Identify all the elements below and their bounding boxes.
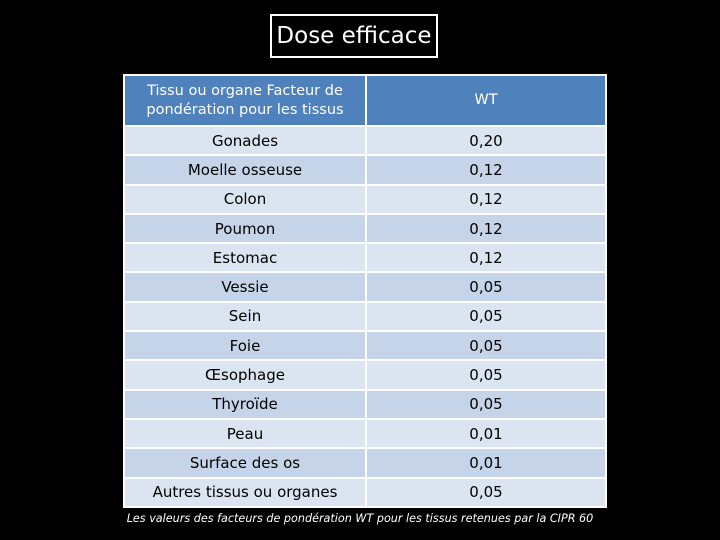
table-row: Estomac 0,12 <box>123 242 607 274</box>
wt-cell: 0,05 <box>365 359 607 391</box>
wt-cell: 0,12 <box>365 154 607 186</box>
tissue-cell: Peau <box>123 417 367 450</box>
tissue-cell: Moelle osseuse <box>123 154 367 186</box>
tissue-cell: Poumon <box>123 212 367 245</box>
tissue-cell: Estomac <box>123 242 367 274</box>
tissue-cell: Œsophage <box>123 359 367 391</box>
tissue-cell: Thyroïde <box>123 388 367 420</box>
table-row: Poumon 0,12 <box>123 212 607 245</box>
title-box: Dose efficace <box>270 14 438 58</box>
tissue-cell: Autres tissus ou organes <box>123 476 367 508</box>
table-row: Colon 0,12 <box>123 183 607 215</box>
wt-cell: 0,01 <box>365 447 607 479</box>
wt-cell: 0,05 <box>365 271 607 303</box>
table-row: Foie 0,05 <box>123 330 607 362</box>
page-title: Dose efficace <box>276 23 432 49</box>
table-row: Sein 0,05 <box>123 300 607 333</box>
header-wt: WT <box>365 74 607 127</box>
table-row: Œsophage 0,05 <box>123 359 607 391</box>
wt-cell: 0,05 <box>365 330 607 362</box>
weighting-factors-table: Tissu ou organe Facteur de pondération p… <box>123 74 607 508</box>
wt-cell: 0,05 <box>365 300 607 333</box>
table-row: Peau 0,01 <box>123 417 607 450</box>
table-header-row: Tissu ou organe Facteur de pondération p… <box>123 74 607 127</box>
table-row: Thyroïde 0,05 <box>123 388 607 420</box>
wt-cell: 0,01 <box>365 417 607 450</box>
tissue-cell: Colon <box>123 183 367 215</box>
wt-cell: 0,12 <box>365 242 607 274</box>
tissue-cell: Vessie <box>123 271 367 303</box>
table-row: Surface des os 0,01 <box>123 447 607 479</box>
table-row: Vessie 0,05 <box>123 271 607 303</box>
header-tissue: Tissu ou organe Facteur de pondération p… <box>123 74 367 127</box>
tissue-cell: Surface des os <box>123 447 367 479</box>
wt-cell: 0,12 <box>365 183 607 215</box>
table-row: Moelle osseuse 0,12 <box>123 154 607 186</box>
tissue-cell: Sein <box>123 300 367 333</box>
wt-cell: 0,05 <box>365 476 607 508</box>
table-row: Gonades 0,20 <box>123 124 607 157</box>
wt-cell: 0,20 <box>365 124 607 157</box>
wt-cell: 0,12 <box>365 212 607 245</box>
tissue-cell: Foie <box>123 330 367 362</box>
footnote: Les valeurs des facteurs de pondération … <box>126 512 594 525</box>
wt-cell: 0,05 <box>365 388 607 420</box>
tissue-cell: Gonades <box>123 124 367 157</box>
table-row: Autres tissus ou organes 0,05 <box>123 476 607 508</box>
